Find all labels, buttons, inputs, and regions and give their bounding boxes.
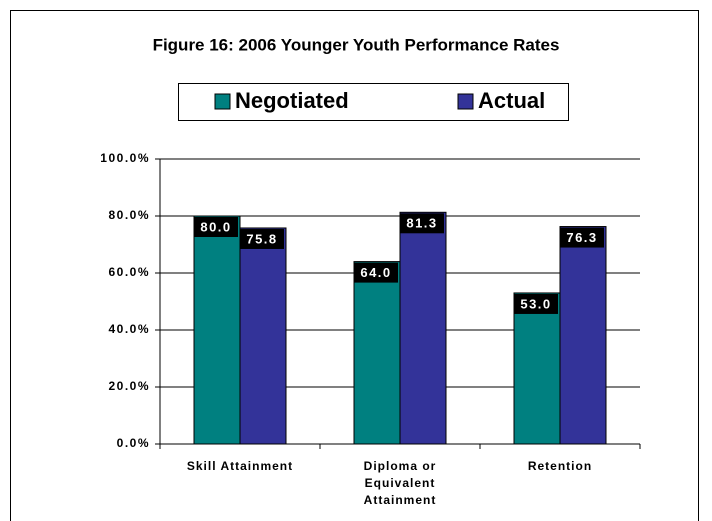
x-tick-label: Skill Attainment: [186, 459, 294, 473]
value-label-box: [354, 262, 398, 283]
y-tick-label: 80.0%: [108, 208, 150, 222]
bar: [193, 215, 241, 445]
chart-title: Figure 16: 2006 Younger Youth Performanc…: [153, 35, 560, 54]
value-label: 76.3: [566, 230, 597, 245]
legend-label: Negotiated: [235, 88, 349, 113]
y-tick-label: 40.0%: [108, 322, 150, 336]
value-label: 80.0: [200, 219, 231, 234]
value-label: 81.3: [406, 216, 437, 231]
y-tick-label: 0.0%: [117, 436, 150, 450]
legend-box: [178, 83, 569, 121]
legend-swatch: [214, 93, 231, 110]
value-label: 53.0: [520, 296, 551, 311]
x-tick-label: Retention: [527, 459, 593, 473]
bar: [399, 211, 447, 445]
y-tick-label: 60.0%: [108, 265, 150, 279]
y-tick-label: 20.0%: [108, 379, 150, 393]
x-tick-label: Diploma or Equivalent Attainment: [363, 459, 437, 507]
value-label: 75.8: [246, 231, 277, 246]
y-tick-label: 100.0%: [100, 151, 150, 165]
value-label-box: [240, 228, 284, 249]
bar: [239, 227, 287, 445]
legend-swatch: [457, 93, 474, 110]
bar: [559, 226, 607, 445]
legend-label: Actual: [478, 88, 545, 113]
bar: [513, 292, 561, 445]
bar: [353, 261, 401, 445]
value-label: 64.0: [360, 265, 391, 280]
value-label-box: [514, 293, 558, 314]
frame: [10, 10, 699, 521]
value-label-box: [560, 227, 604, 248]
value-label-box: [194, 217, 238, 237]
value-label-box: [400, 213, 444, 234]
